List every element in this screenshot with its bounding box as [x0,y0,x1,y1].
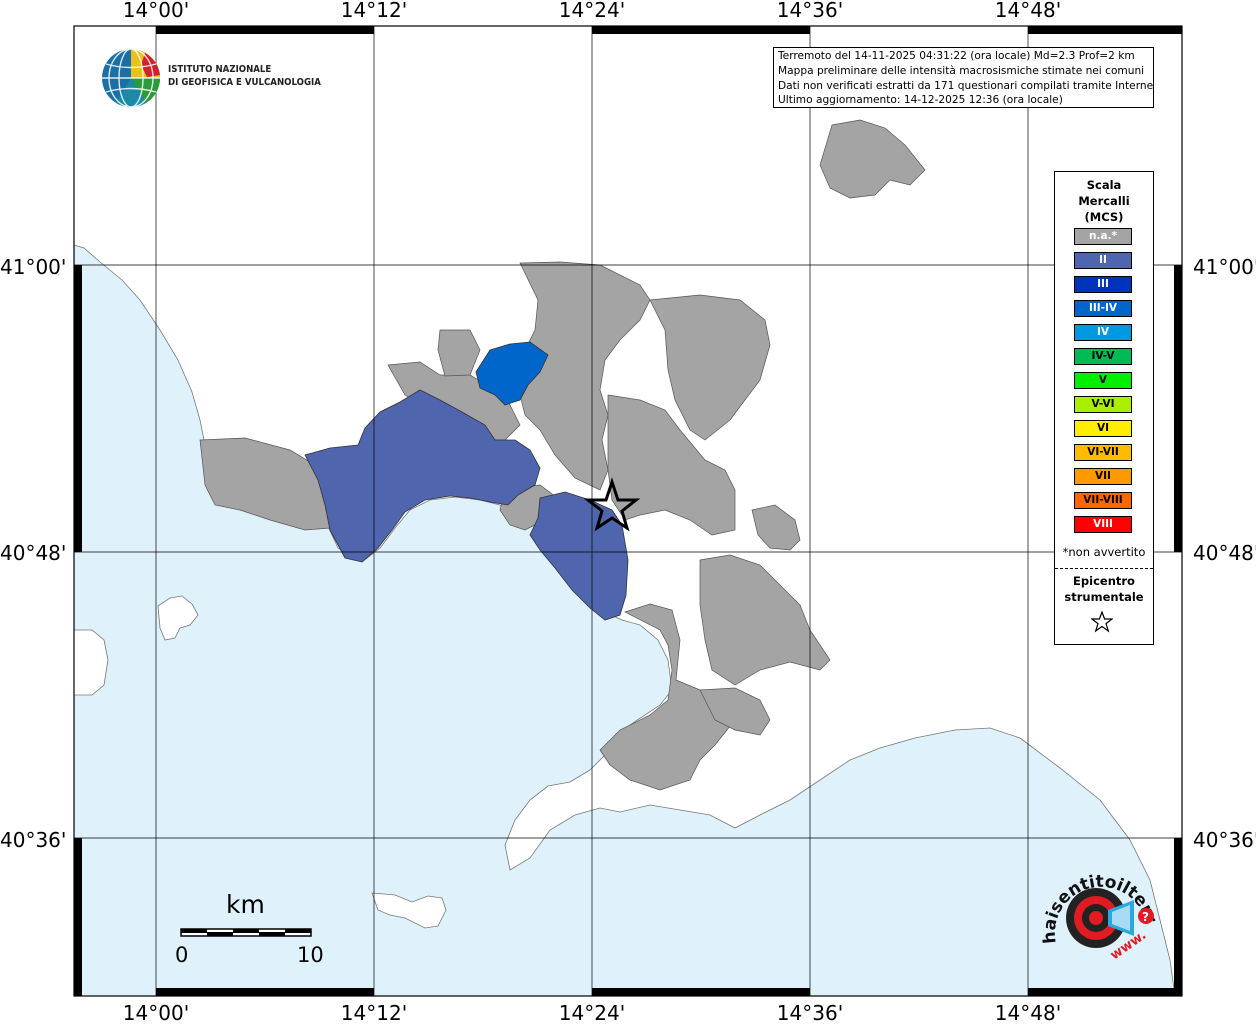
legend-swatch: II [1074,252,1132,269]
legend-separator [1055,568,1153,569]
legend-epicenter-label: Epicentro strumentale [1055,573,1153,605]
legend-swatch: n.a.* [1074,228,1132,245]
legend-title: Scala Mercalli (MCS) [1055,177,1153,225]
ischia-island [73,629,109,696]
lon-label-top-2: 14°12' [340,0,408,22]
municipality-scafati-area [699,554,831,686]
legend-not-felt-note: *non avvertito [1062,545,1146,559]
hsit-logo: haisentitoilterremoto.it www. ? [1026,848,1161,963]
ingv-name-line-1: ISTITUTO NAZIONALE [168,64,272,75]
legend-swatch: III [1074,276,1132,293]
lon-label-bottom-3: 14°24' [558,1001,626,1025]
legend-swatch: IV-V [1074,348,1132,365]
ingv-name-line-2: DI GEOFISICA E VULCANOLOGIA [168,76,321,88]
ingv-logo: ISTITUTO NAZIONALE DI GEOFISICA E VULCAN… [101,47,331,109]
lon-label-bottom-2: 14°12' [340,1001,408,1025]
lon-label-top-4: 14°36' [776,0,844,22]
lat-label-right-3: 40°36' [1193,828,1256,852]
legend-title-line-2: Mercalli [1078,194,1130,208]
lat-label-right-2: 40°48' [1193,541,1256,565]
event-info-line-1: Terremoto del 14-11-2025 04:31:22 (ora l… [778,50,1135,62]
municipality-giugliano [437,329,481,377]
frame-bars [74,26,1182,996]
legend-swatch: III-IV [1074,300,1132,317]
scalebar [180,928,312,937]
star-icon [1091,611,1113,633]
loudspeaker-icon [1066,888,1134,948]
lon-label-bottom-5: 14°48' [994,1001,1062,1025]
legend-swatch: VI [1074,420,1132,437]
scalebar-unit: km [226,890,265,919]
legend-swatch: VII-VIII [1074,492,1132,509]
event-info-box: Terremoto del 14-11-2025 04:31:22 (ora l… [773,47,1154,108]
scalebar-min-label: 0 [175,943,189,967]
question-icon [1138,908,1154,924]
scalebar-max-label: 10 [297,943,324,967]
not-felt-municipalities [199,119,926,791]
svg-text:?: ? [1142,910,1149,924]
lat-label-right-1: 41°00' [1193,255,1256,279]
event-info-line-4: Ultimo aggiornamento: 14-12-2025 12:36 (… [778,94,1063,107]
legend-swatch: VI-VII [1074,444,1132,461]
lon-label-top-3: 14°24' [558,0,626,22]
epicenter-star [583,477,641,532]
event-info-line-2: Mappa preliminare delle intensità macros… [778,64,1145,77]
lon-label-top-5: 14°48' [994,0,1062,22]
legend-swatch: VII [1074,468,1132,485]
legend-swatch: IV [1074,324,1132,341]
municipality-benevento-area [819,119,926,199]
globe-icon [102,48,161,108]
municipality-sarno-area [751,504,801,551]
mcs-legend: Scala Mercalli (MCS) n.a.* II III III-IV IV I… [1054,171,1154,645]
lat-label-left-3: 40°36' [0,828,67,852]
legend-title-line-1: Scala [1086,178,1122,192]
legend-epicenter-line-1: Epicentro [1073,574,1135,588]
municipality-castellammare [599,603,736,791]
legend-title-line-3: (MCS) [1084,210,1124,224]
legend-epicenter-line-2: strumentale [1064,590,1144,604]
procida-island [157,595,199,641]
legend-swatch: V [1074,372,1132,389]
municipality-northeast [649,294,771,441]
municipality-vesuvian-area [607,394,736,536]
legend-swatch: VIII [1074,516,1132,533]
capri-island [371,892,447,929]
municipality-sorrento-peninsula [699,687,771,736]
intensity-II-naples [304,389,541,563]
ingv-name: ISTITUTO NAZIONALE DI GEOFISICA E VULCAN… [168,64,321,89]
graticule [74,26,1182,996]
lat-label-left-2: 40°48' [0,541,67,565]
lon-label-top-1: 14°00' [122,0,190,22]
intensity-III-IV-aversa [475,341,549,406]
lon-label-bottom-1: 14°00' [122,1001,190,1025]
event-info-line-3: Dati non verificati estratti da 171 ques… [778,79,1154,92]
lon-label-bottom-4: 14°36' [776,1001,844,1025]
legend-swatch: V-VI [1074,396,1132,413]
lat-label-left-1: 41°00' [0,255,67,279]
